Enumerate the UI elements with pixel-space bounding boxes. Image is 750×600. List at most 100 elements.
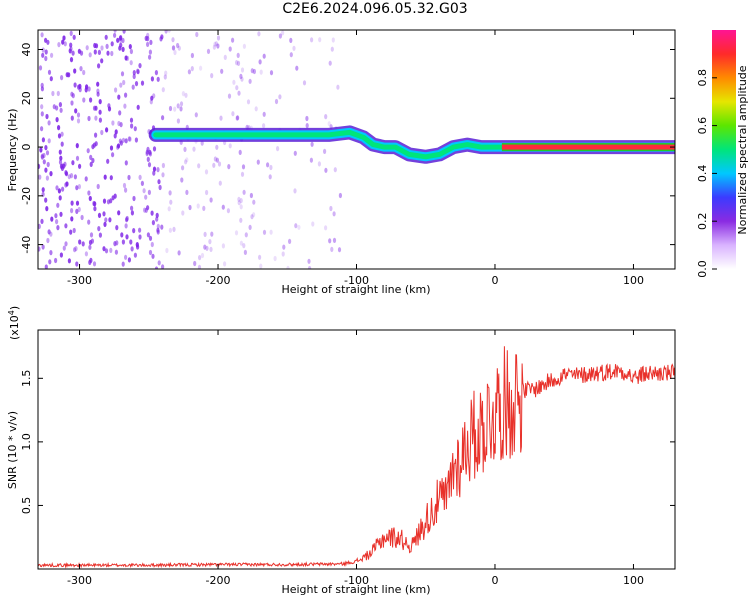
- noise-point: [138, 227, 142, 233]
- noise-point: [192, 146, 196, 152]
- noise-point: [152, 146, 157, 152]
- noise-point: [117, 120, 121, 127]
- noise-point: [331, 37, 335, 43]
- noise-point: [46, 161, 50, 168]
- noise-point: [159, 36, 163, 42]
- noise-point: [223, 54, 227, 61]
- noise-point: [106, 158, 110, 164]
- noise-point: [167, 30, 171, 33]
- noise-point: [148, 49, 152, 55]
- noise-point: [163, 74, 167, 80]
- noise-point: [324, 114, 328, 120]
- snr-panel: -300 -200 -100 0 100 0.5 1.0 1.5 Height of stra…: [6, 306, 676, 596]
- noise-point: [147, 162, 152, 168]
- noise-point: [38, 174, 42, 180]
- noise-point: [79, 66, 83, 72]
- noise-point: [121, 37, 125, 44]
- noise-point: [132, 70, 136, 76]
- noise-point: [266, 162, 270, 168]
- noise-point: [152, 166, 157, 172]
- noise-point: [103, 221, 107, 227]
- noise-point: [58, 149, 62, 155]
- noise-point: [75, 200, 80, 206]
- noise-point: [276, 146, 280, 152]
- noise-point: [238, 149, 242, 155]
- noise-point: [73, 68, 77, 74]
- noise-point: [140, 180, 144, 186]
- noise-point: [69, 173, 74, 179]
- noise-point: [305, 123, 309, 129]
- y-tick-label: 1.5: [20, 370, 33, 388]
- x-tick-label: -200: [206, 574, 231, 587]
- noise-point: [328, 238, 332, 244]
- y-tick-label: 0: [20, 144, 33, 151]
- noise-point: [216, 43, 220, 49]
- noise-point: [128, 44, 132, 50]
- snr-x-label: Height of straight line (km): [281, 583, 430, 596]
- noise-point: [78, 163, 82, 169]
- noise-point: [77, 206, 81, 213]
- noise-point: [136, 244, 140, 250]
- noise-point: [59, 163, 64, 169]
- noise-point: [234, 230, 239, 236]
- noise-point: [259, 263, 263, 269]
- noise-point: [49, 171, 53, 177]
- noise-point: [240, 171, 245, 177]
- noise-point: [55, 219, 59, 225]
- x-tick-label: 100: [623, 274, 644, 287]
- noise-point: [123, 103, 127, 109]
- noise-point: [333, 167, 337, 173]
- noise-point: [236, 60, 241, 66]
- noise-point: [167, 206, 171, 212]
- noise-point: [84, 176, 88, 182]
- noise-point: [288, 238, 292, 244]
- noise-point: [67, 258, 71, 264]
- noise-point: [125, 215, 129, 222]
- noise-point: [168, 105, 173, 112]
- noise-point: [190, 52, 194, 59]
- noise-point: [330, 46, 334, 52]
- noise-point: [145, 151, 149, 157]
- noise-point: [161, 264, 165, 269]
- noise-point: [75, 155, 80, 161]
- noise-point: [41, 244, 45, 250]
- noise-point: [177, 250, 181, 256]
- noise-point: [134, 137, 138, 143]
- noise-point: [151, 253, 155, 259]
- noise-point: [118, 110, 122, 116]
- noise-point: [199, 65, 203, 71]
- noise-point: [307, 258, 311, 264]
- noise-point: [64, 223, 68, 229]
- noise-point: [217, 161, 222, 167]
- noise-point: [72, 227, 76, 234]
- noise-point: [104, 34, 108, 40]
- y-tick-label: 20: [20, 91, 33, 105]
- noise-point: [161, 87, 165, 93]
- noise-point: [216, 35, 221, 41]
- noise-point: [308, 265, 312, 269]
- noise-point: [73, 247, 77, 253]
- noise-point: [59, 107, 63, 113]
- noise-point: [118, 45, 122, 51]
- noise-point: [165, 247, 169, 254]
- noise-point: [97, 212, 102, 218]
- noise-point: [122, 30, 126, 34]
- noise-point: [65, 72, 69, 78]
- noise-point: [73, 174, 77, 180]
- noise-point: [130, 246, 134, 252]
- noise-point: [74, 246, 78, 252]
- noise-point: [47, 120, 51, 126]
- noise-point: [281, 251, 285, 257]
- noise-point: [100, 129, 104, 136]
- snr-y-label: SNR (10 * v/v): [6, 411, 19, 489]
- noise-point: [293, 188, 297, 194]
- noise-point: [235, 85, 239, 91]
- noise-point: [146, 146, 150, 152]
- noise-point: [115, 225, 119, 231]
- noise-point: [46, 237, 50, 244]
- noise-point: [129, 60, 133, 66]
- noise-point: [92, 142, 96, 148]
- noise-point: [227, 93, 232, 99]
- noise-point: [318, 37, 322, 43]
